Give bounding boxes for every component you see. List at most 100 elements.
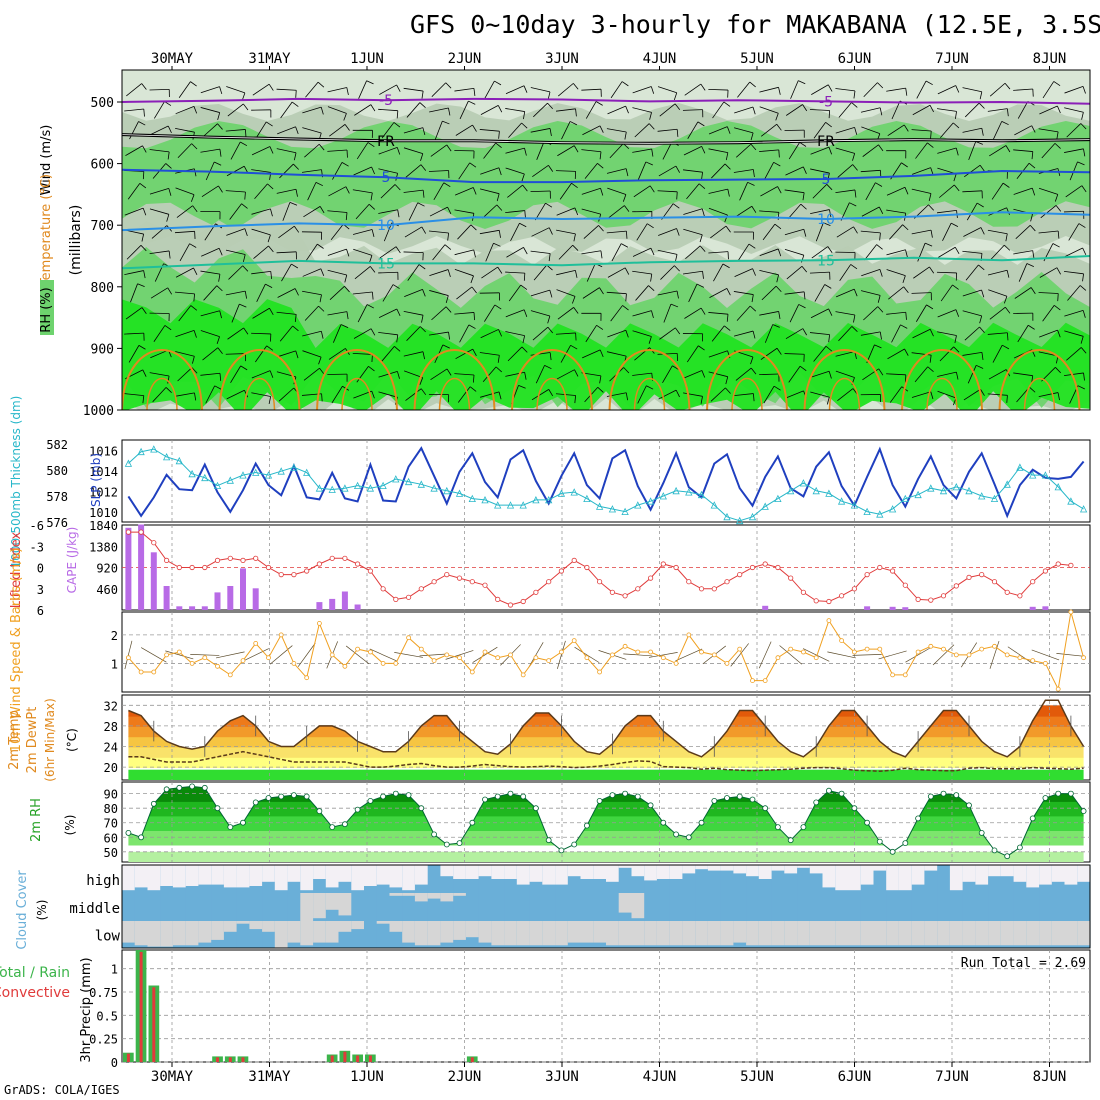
wind-barb-staff [227, 103, 244, 117]
wind-barb [888, 286, 909, 300]
cloud-cell-clear [351, 921, 365, 930]
wind-barb [838, 326, 858, 342]
cloud-cell-clear [860, 865, 874, 885]
wind-barb [124, 640, 133, 670]
lifted-index-marker [749, 564, 756, 571]
wind-barb [458, 162, 477, 180]
wind-barb-staff [125, 145, 143, 156]
thickness-marker [137, 447, 145, 456]
rh-marker [1029, 815, 1036, 822]
wind-barb-staff [610, 81, 623, 99]
cloud-cell-clear [223, 865, 238, 888]
wind-barb-staff [301, 231, 322, 233]
wind-barb-tick [752, 106, 756, 115]
thickness-marker [264, 471, 273, 479]
wind-barb-tick [473, 312, 475, 321]
wind-barb-staff [988, 369, 1007, 380]
wind-barb-staff [455, 124, 473, 136]
wind-barb-staff [433, 182, 445, 201]
wind-barb [1038, 128, 1059, 140]
wind-barb-tick [320, 107, 324, 115]
wind-barb-tick [1032, 313, 1034, 321]
wind-barb-staff [455, 348, 474, 360]
top-date-label: 30MAY [151, 51, 194, 67]
wind-barb [606, 168, 629, 177]
wind-barb-tick [802, 192, 805, 201]
wind-barb-staff [378, 331, 398, 336]
wind-barb [432, 244, 452, 261]
wind-barb-tick [598, 225, 604, 232]
cloud-cell [809, 893, 824, 921]
wind-barb-tick [623, 367, 630, 374]
isotherm-20-hump [511, 349, 593, 410]
wind-barb [379, 84, 401, 95]
wind-barb-staff [429, 269, 449, 277]
wind-barb [607, 105, 629, 115]
wind-barb-tick [1055, 367, 1061, 374]
wind-barb [838, 102, 858, 118]
wind-barb-tick [674, 103, 681, 111]
wind-barb-staff [889, 386, 903, 403]
wind-barb [200, 107, 221, 120]
cloud-cell-clear [975, 865, 989, 885]
wind-barb-staff [200, 372, 221, 376]
wind-barb [659, 103, 681, 117]
wind-barb [786, 104, 808, 116]
wind-barb-tick [394, 346, 401, 352]
wind-barb [988, 289, 1008, 304]
isotherm-25-hump [146, 378, 178, 410]
wind-barb [839, 264, 858, 281]
isotherm-line [122, 97, 1090, 105]
chart-title: GFS 0~10day 3-hourly for MAKABANA (12.5E… [410, 10, 1100, 39]
wind-barb-staff [149, 208, 169, 215]
wind-barb-staff [889, 224, 903, 240]
wind-barb [276, 148, 297, 161]
cloud-cell [453, 893, 467, 921]
wind-barb-tick [699, 245, 706, 252]
cloud-unit-label: (%) [35, 900, 49, 921]
cloud-cell-clear [962, 865, 976, 882]
wind-barb-tick [495, 142, 502, 149]
cloud-cell-clear [453, 893, 467, 896]
wind-barb-staff [835, 189, 856, 194]
wind-barb [790, 80, 806, 99]
wind-barb-tick [570, 344, 578, 350]
wind-barb-tick [295, 350, 299, 359]
top-date-label: 3JUN [545, 51, 579, 67]
cloud-cell [160, 893, 174, 921]
wind-barb-staff [276, 251, 297, 254]
wind-barb-staff [251, 228, 271, 236]
wind-barb-staff [581, 88, 602, 91]
wind-barb [405, 164, 427, 178]
wind-barb [966, 202, 984, 221]
cape-bar [252, 588, 259, 610]
wind-barb-staff [936, 108, 957, 112]
wind-barb-staff [761, 285, 777, 301]
wind-barb-staff [178, 305, 192, 322]
wind-barb [1038, 187, 1059, 202]
wind-barb-staff [1063, 210, 1084, 213]
thickness-marker [939, 486, 948, 495]
wind-barb-staff [200, 211, 221, 213]
rh-marker [1068, 790, 1074, 797]
cloud-cell-clear [886, 921, 900, 946]
wind-barb-tick [573, 83, 579, 90]
wind-barb-staff [937, 390, 957, 399]
rh-marker [775, 824, 781, 830]
cloud-cell-clear [491, 921, 505, 946]
wind-barb [878, 650, 907, 660]
wind-barb [810, 391, 830, 405]
wind-barb-tick [775, 113, 779, 121]
wind-barb-tick [397, 272, 399, 280]
wind-barb [582, 125, 604, 136]
thickness-marker [812, 486, 820, 495]
wind-barb-staff [407, 264, 420, 281]
wind-barb [861, 269, 883, 277]
wind-barb-staff [200, 310, 220, 317]
wind-barb-tick [676, 191, 678, 200]
cloud-cell-clear [848, 921, 862, 946]
wind-barb-staff [860, 394, 881, 396]
wind-barb-staff [230, 141, 241, 160]
isotherm-label: 5 [382, 170, 391, 186]
